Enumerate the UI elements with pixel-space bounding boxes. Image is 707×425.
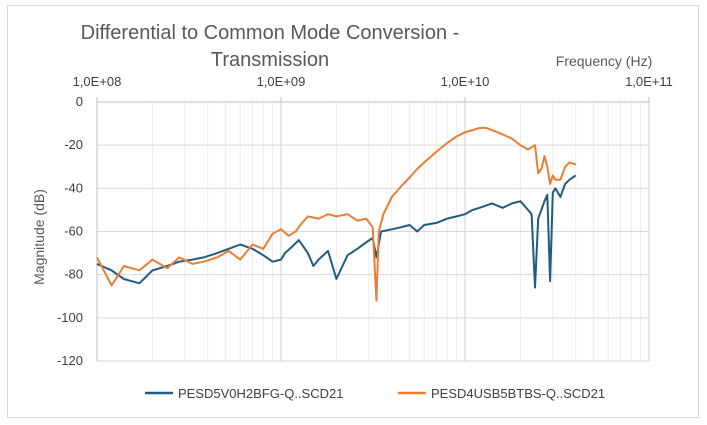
legend-label-1: PESD5V0H2BFG-Q..SCD21 [178,386,343,401]
tick-labels: 1,0E+08 1,0E+09 1,0E+10 1,0E+11 0 -20 -40 -60 -8… [57,74,673,368]
y-tick-label: -20 [64,137,83,152]
y-tick-label: -40 [64,180,83,195]
chart-svg: Differential to Common Mode Conversion -… [31,22,673,401]
legend-label-2: PESD4USB5BTBS-Q..SCD21 [431,386,605,401]
y-axis-title: Magnitude (dB) [31,189,47,285]
x-axis-title: Frequency (Hz) [556,53,652,69]
x-tick-label: 1,0E+08 [73,74,122,89]
x-tick-label: 1,0E+11 [625,74,673,89]
y-tick-label: -60 [64,224,83,239]
axes [96,97,650,361]
y-tick-label: -100 [57,310,83,325]
series-line-2 [96,126,577,302]
chart-title-line-2: Transmission [211,49,329,71]
chart-title-line-1: Differential to Common Mode Conversion - [81,22,460,44]
chart-frame: Differential to Common Mode Conversion -… [7,5,699,418]
series-lines [96,126,577,302]
legend: PESD5V0H2BFG-Q..SCD21 PESD4USB5BTBS-Q..SC… [145,386,605,401]
series-line-1 [96,174,577,289]
y-tick-label: -80 [64,267,83,282]
x-tick-label: 1,0E+09 [257,74,306,89]
y-tick-label: 0 [76,94,83,109]
y-tick-label: -120 [57,353,83,368]
x-tick-label: 1,0E+10 [441,74,490,89]
